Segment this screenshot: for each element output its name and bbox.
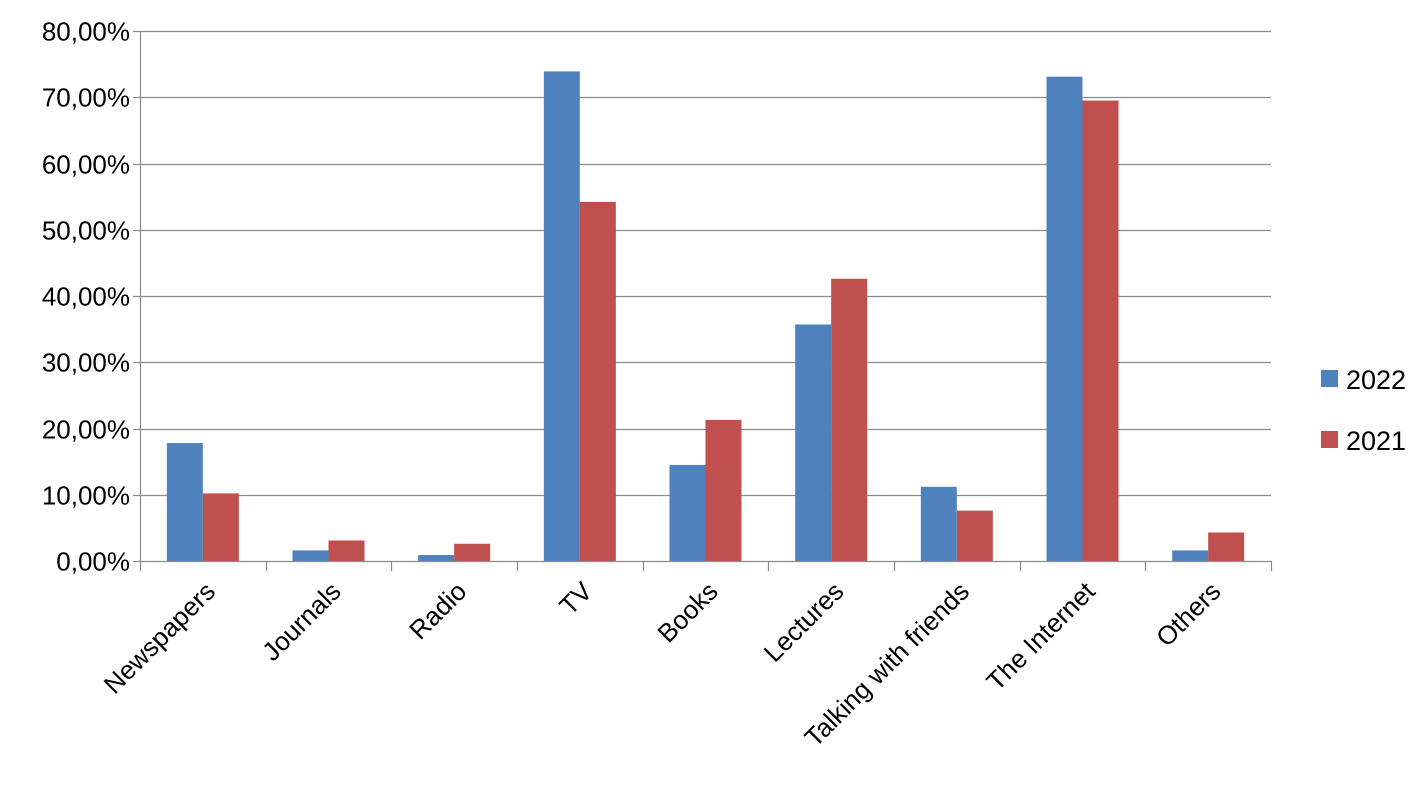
y-tick-labels: 0,00% 10,00% 20,00% 30,00% 40,00% 50,00% 60,00… — [42, 17, 130, 577]
legend: 2022 2021 — [1321, 365, 1406, 456]
x-tick-label: Radio — [403, 576, 472, 645]
bar-2022-journals — [292, 550, 329, 561]
bar-2021-others — [1208, 532, 1245, 561]
bar-2022-tv — [543, 71, 580, 561]
y-tick-label: 0,00% — [56, 547, 130, 577]
x-tick-label: Newspapers — [98, 576, 221, 699]
bar-2021-newspapers — [202, 493, 239, 561]
bars — [166, 71, 1245, 562]
axes — [133, 30, 1273, 571]
bar-2022-lectures — [795, 324, 832, 561]
bar-2022-the-internet — [1046, 76, 1083, 562]
bar-2021-talking-with-friends — [956, 510, 993, 561]
y-tick-label: 30,00% — [42, 348, 130, 378]
bar-2022-others — [1172, 550, 1209, 561]
bar-2021-journals — [328, 540, 365, 561]
gridlines — [140, 30, 1271, 497]
bar-2021-books — [705, 419, 742, 561]
bar-2021-radio — [454, 543, 491, 561]
y-tick-label: 50,00% — [42, 216, 130, 246]
x-tick-labels: Newspapers Journals Radio TV Books LecturesTa… — [98, 575, 1227, 752]
y-tick-label: 10,00% — [42, 481, 130, 511]
y-tick-label: 40,00% — [42, 282, 130, 312]
y-tick-label: 20,00% — [42, 415, 130, 445]
bar-2022-newspapers — [166, 443, 203, 561]
x-tick-label: Books — [651, 576, 723, 648]
bar-2022-books — [669, 464, 706, 561]
y-tick-label: 70,00% — [42, 83, 130, 113]
bar-2022-talking-with-friends — [920, 486, 957, 561]
x-tick-label: Others — [1150, 576, 1226, 652]
bar-2021-the-internet — [1082, 100, 1119, 561]
legend-label-2021: 2021 — [1346, 426, 1406, 456]
legend-label-2022: 2022 — [1346, 365, 1406, 395]
x-tick-label: TV — [553, 576, 598, 621]
legend-swatch-2022 — [1321, 370, 1338, 387]
x-tick-label: The Internet — [980, 575, 1101, 696]
bar-2021-lectures — [831, 278, 868, 561]
y-tick-label: 60,00% — [42, 150, 130, 180]
legend-swatch-2021 — [1321, 431, 1338, 448]
x-tick-label: Lectures — [758, 576, 850, 668]
bar-2021-tv — [579, 201, 616, 562]
y-tick-label: 80,00% — [42, 17, 130, 47]
x-tick-label: Journals — [256, 576, 347, 667]
bar-2022-radio — [418, 555, 455, 561]
